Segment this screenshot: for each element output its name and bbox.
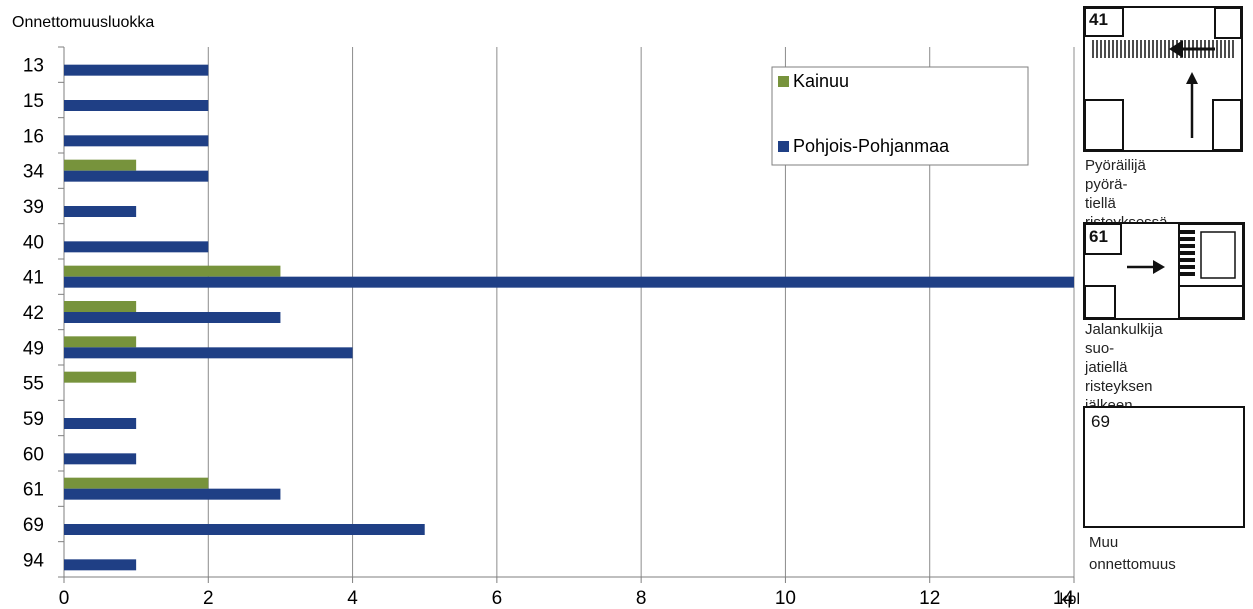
bar-kainuu-41 [64, 265, 281, 277]
pedestrian-diagram-icon [1085, 224, 1243, 318]
category-label: 94 [23, 550, 45, 571]
category-label: 41 [23, 268, 44, 289]
panel-61-caption: Jalankulkija suo- jatiellä risteyksen jä… [1085, 321, 1163, 414]
panel-41-caption: Pyöräilijä pyörä- tiellä risteyksessä [1085, 157, 1168, 231]
bar-kainuu-42 [64, 301, 137, 312]
legend-label-kainuu: Kainuu [793, 71, 849, 91]
category-label: 59 [23, 409, 44, 430]
pedestrian-crossing-diagram: 61 [1083, 222, 1245, 320]
category-label: 61 [23, 480, 44, 501]
x-tick-label: 6 [492, 588, 503, 609]
bar-chart: Onnettomuusluokka 1315163439404142495559… [12, 14, 1080, 609]
category-label: 60 [23, 444, 44, 465]
panel-69-caption: Muu onnettomuus [1089, 534, 1176, 573]
bar-kainuu-49 [64, 336, 137, 348]
x-tick-labels: 0 2 4 6 8 10 12 14 [59, 588, 1075, 609]
legend-swatch-kainuu [778, 76, 789, 87]
x-tick-label: 10 [775, 588, 796, 609]
x-tick-label: 14 [1053, 588, 1075, 609]
category-label: 16 [23, 126, 44, 147]
category-label: 34 [23, 162, 45, 183]
bar-pohjois-pohjanmaa-60 [64, 453, 137, 465]
bar-pohjois-pohjanmaa-49 [64, 347, 353, 359]
legend-swatch-pohjois-pohjanmaa [778, 141, 789, 152]
panel-41-number: 41 [1089, 10, 1108, 29]
legend: Kainuu Pohjois-Pohjanmaa [771, 66, 1029, 166]
legend-box [771, 66, 1029, 166]
x-tick-label: 4 [347, 588, 358, 609]
category-label: 69 [23, 515, 44, 536]
x-unit-label: kpl [1060, 591, 1080, 608]
cyclist-diagram-icon [1085, 8, 1241, 150]
category-label: 55 [23, 374, 44, 395]
bar-kainuu-55 [64, 371, 137, 383]
bars [64, 64, 1074, 571]
category-label: 40 [23, 232, 44, 253]
bar-pohjois-pohjanmaa-42 [64, 312, 281, 323]
x-tick-label: 12 [919, 588, 940, 609]
bar-pohjois-pohjanmaa-61 [64, 488, 281, 500]
bar-pohjois-pohjanmaa-16 [64, 135, 209, 147]
bar-pohjois-pohjanmaa-41 [64, 276, 1074, 288]
x-tick-label: 8 [636, 588, 647, 609]
bar-pohjois-pohjanmaa-40 [64, 241, 209, 253]
x-tick-label: 0 [59, 588, 70, 609]
bar-pohjois-pohjanmaa-94 [64, 559, 137, 571]
bar-pohjois-pohjanmaa-59 [64, 418, 137, 429]
category-label: 13 [23, 56, 44, 77]
legend-label-pohjois-pohjanmaa: Pohjois-Pohjanmaa [793, 136, 950, 156]
category-label: 42 [23, 303, 44, 324]
other-accident-diagram: 69 [1083, 406, 1245, 528]
category-label: 49 [23, 338, 44, 359]
bar-pohjois-pohjanmaa-15 [64, 100, 209, 111]
cyclist-at-intersection-diagram: 41 [1083, 6, 1243, 152]
panel-69-number: 69 [1091, 412, 1110, 431]
category-label: 15 [23, 91, 44, 112]
bar-pohjois-pohjanmaa-39 [64, 206, 137, 217]
bar-pohjois-pohjanmaa-34 [64, 170, 209, 182]
y-axis-title: Onnettomuusluokka [12, 14, 154, 31]
bar-kainuu-34 [64, 159, 137, 171]
category-label: 39 [23, 197, 44, 218]
x-tick-label: 2 [203, 588, 214, 609]
bar-kainuu-61 [64, 477, 209, 489]
bar-pohjois-pohjanmaa-13 [64, 64, 209, 76]
bar-pohjois-pohjanmaa-69 [64, 524, 425, 535]
panel-61-number: 61 [1089, 227, 1108, 246]
category-labels: 13 15 16 34 39 40 41 42 49 55 59 60 61 69 94 [23, 56, 45, 572]
